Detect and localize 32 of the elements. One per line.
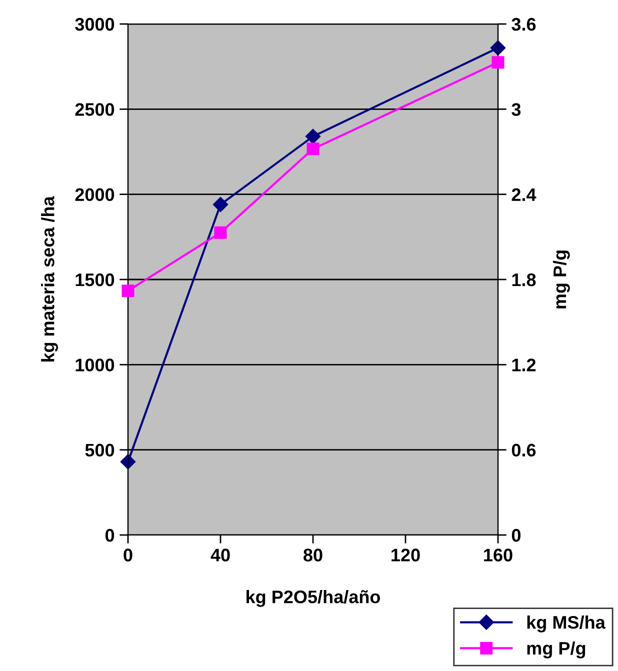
y2-tick-label: 3.6 bbox=[512, 18, 536, 31]
y2-tick-label: 1.8 bbox=[512, 273, 536, 286]
y-tick-label: 1000 bbox=[76, 358, 114, 372]
legend-label: kg MS/ha bbox=[527, 616, 606, 632]
x-tick-label: 160 bbox=[484, 548, 512, 562]
point bbox=[212, 196, 228, 212]
point bbox=[305, 128, 321, 144]
point bbox=[490, 40, 506, 56]
y-tick-label: 1500 bbox=[76, 273, 114, 286]
y2-tick-label: 2.4 bbox=[512, 188, 536, 201]
y-tick-label: 0 bbox=[105, 528, 114, 542]
point bbox=[122, 284, 134, 298]
x-tick-label: 80 bbox=[304, 548, 322, 562]
y-tick-label: 2000 bbox=[75, 188, 114, 202]
x-tick-label: 120 bbox=[392, 548, 420, 562]
point bbox=[214, 226, 227, 239]
y-tick-label: 500 bbox=[85, 444, 114, 457]
x-tick-label: 0 bbox=[124, 548, 132, 562]
x-tick-label: 40 bbox=[210, 548, 230, 562]
point bbox=[492, 56, 504, 69]
point bbox=[306, 142, 320, 156]
x-axis-title: kg P2O5/ha/año bbox=[246, 590, 380, 607]
y-tick-label: 3000 bbox=[75, 18, 114, 31]
y2-axis-title: mg P/g bbox=[552, 250, 570, 308]
y-tick-label: 2500 bbox=[75, 103, 114, 116]
y2-tick-label: 3 bbox=[512, 103, 521, 116]
y2-tick-label: 0 bbox=[512, 528, 520, 542]
y2-tick-label: 1.2 bbox=[512, 358, 536, 372]
point bbox=[120, 454, 136, 470]
legend-label: mg P/g bbox=[527, 641, 586, 658]
y-axis-title: kg materia seca /ha bbox=[41, 196, 58, 362]
y2-tick-label: 0.6 bbox=[512, 444, 536, 457]
